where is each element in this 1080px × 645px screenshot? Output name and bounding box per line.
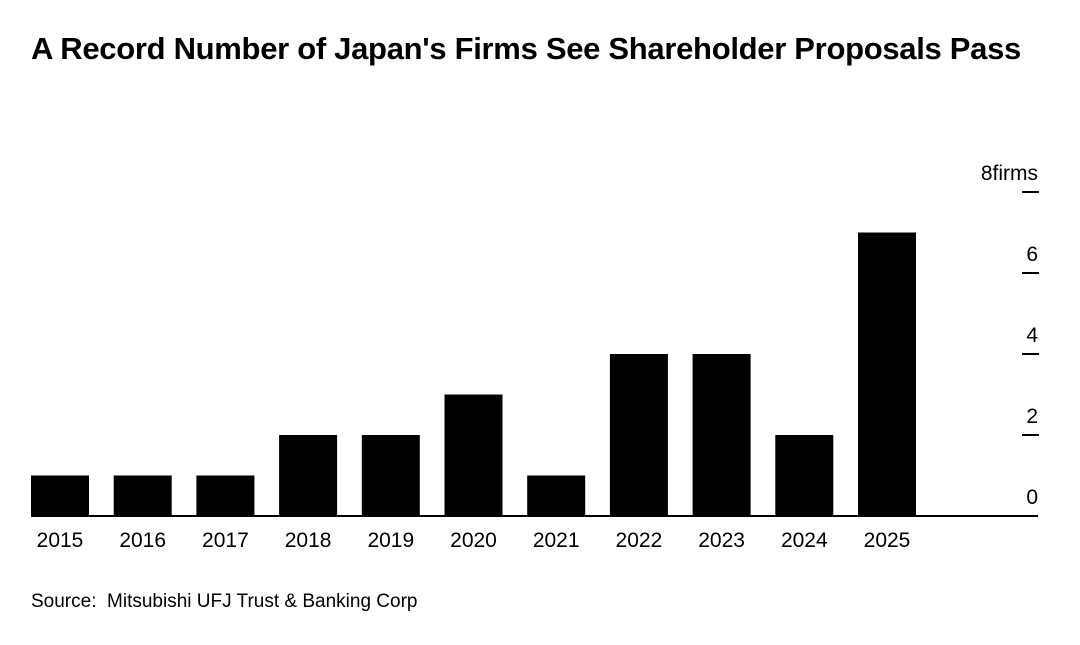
x-tick-label-2021: 2021 bbox=[533, 529, 580, 552]
y-tick-label-4: 4 bbox=[1026, 324, 1038, 347]
bars-group bbox=[31, 232, 916, 516]
bar-2021 bbox=[527, 475, 586, 516]
y-tick-label-2: 2 bbox=[1026, 405, 1038, 428]
x-axis-labels: 2015 2016 2017 2018 2019 2020 2021 2022 2023 2024… bbox=[37, 529, 911, 552]
bar-2015 bbox=[31, 475, 89, 516]
x-tick-label-2022: 2022 bbox=[616, 529, 663, 552]
bar-2023 bbox=[692, 354, 751, 516]
bar-2018 bbox=[279, 435, 338, 516]
bar-2016 bbox=[113, 475, 172, 516]
y-axis: 0 2 4 6 8firms bbox=[981, 162, 1039, 509]
bar-2017 bbox=[196, 475, 255, 516]
x-tick-label-2020: 2020 bbox=[450, 529, 497, 552]
y-tick-label-6: 6 bbox=[1026, 243, 1038, 266]
source-note: Source: Mitsubishi UFJ Trust & Banking C… bbox=[31, 591, 418, 612]
bar-2022 bbox=[609, 354, 668, 516]
y-tick-label-8: 8firms bbox=[981, 162, 1038, 185]
x-tick-label-2023: 2023 bbox=[698, 529, 745, 552]
x-tick-label-2016: 2016 bbox=[119, 529, 166, 552]
x-tick-label-2025: 2025 bbox=[864, 529, 911, 552]
y-tick-label-0: 0 bbox=[1026, 486, 1038, 509]
x-tick-label-2024: 2024 bbox=[781, 529, 828, 552]
bar-2024 bbox=[775, 435, 834, 516]
bar-2020 bbox=[444, 394, 503, 516]
bar-2019 bbox=[361, 435, 420, 516]
bar-2025 bbox=[858, 232, 916, 516]
x-tick-label-2017: 2017 bbox=[202, 529, 249, 552]
x-tick-label-2019: 2019 bbox=[367, 529, 414, 552]
x-tick-label-2018: 2018 bbox=[285, 529, 332, 552]
chart-title: A Record Number of Japan's Firms See Sha… bbox=[31, 31, 1021, 66]
x-tick-label-2015: 2015 bbox=[37, 529, 84, 552]
